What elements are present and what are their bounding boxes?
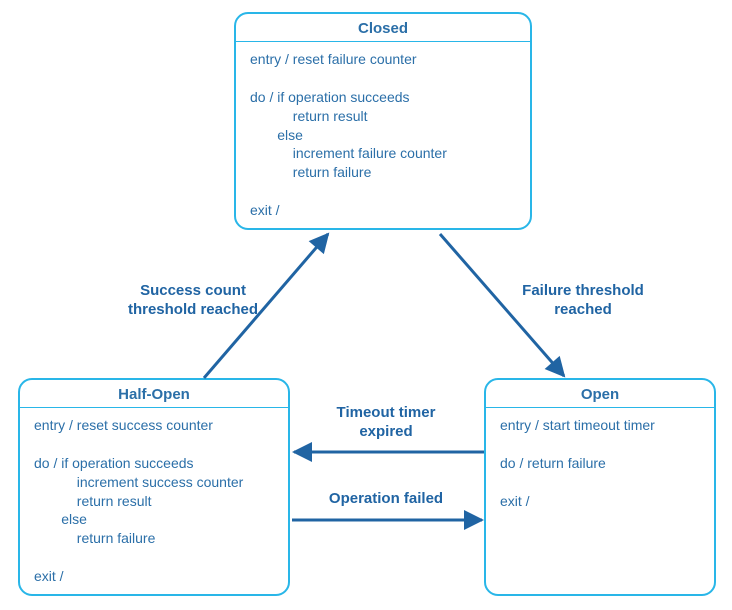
state-closed-title: Closed: [236, 14, 530, 42]
state-closed-body: entry / reset failure counter do / if op…: [236, 42, 530, 230]
state-half-open: Half-Open entry / reset success counter …: [18, 378, 290, 596]
label-failure-threshold: Failure threshold reached: [498, 282, 668, 320]
label-operation-failed: Operation failed: [306, 490, 466, 509]
state-open: Open entry / start timeout timer do / re…: [484, 378, 716, 596]
label-timeout-expired: Timeout timer expired: [306, 404, 466, 442]
state-half-open-body: entry / reset success counter do / if op…: [20, 408, 288, 596]
state-open-title: Open: [486, 380, 714, 408]
state-half-open-title: Half-Open: [20, 380, 288, 408]
state-closed: Closed entry / reset failure counter do …: [234, 12, 532, 230]
state-open-body: entry / start timeout timer do / return …: [486, 408, 714, 520]
label-success-count: Success count threshold reached: [108, 282, 278, 320]
